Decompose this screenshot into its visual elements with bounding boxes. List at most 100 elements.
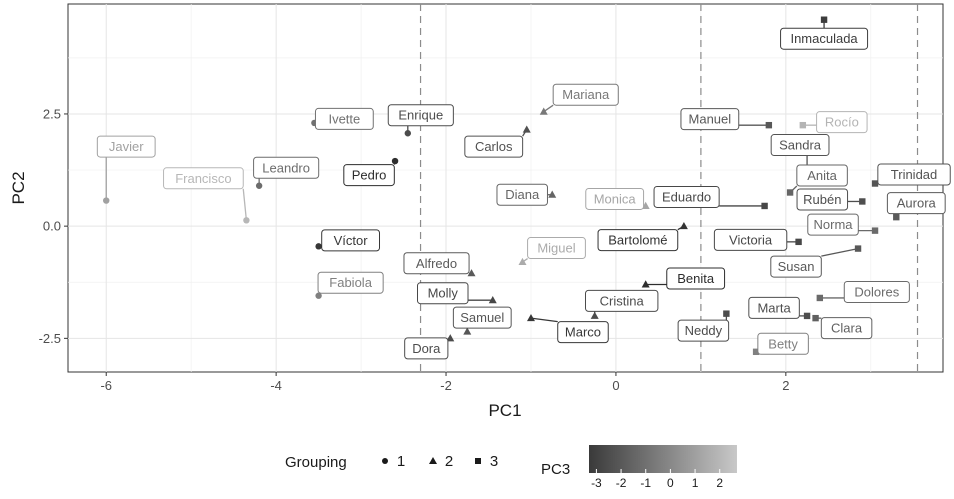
point-label-box xyxy=(417,282,469,305)
x-tick-label: -6 xyxy=(100,378,112,393)
point-label: Alfredo xyxy=(416,256,457,271)
colorbar-tick-label: 0 xyxy=(667,476,674,490)
point-label: Trinidad xyxy=(891,167,937,182)
data-point-trinidad xyxy=(871,180,879,187)
data-point-miguel xyxy=(518,257,527,266)
point-label-box xyxy=(816,111,868,134)
point-label: Mariana xyxy=(562,87,610,102)
data-point-pedro xyxy=(391,157,399,165)
point-label: Molly xyxy=(428,286,459,301)
point-label: Dolores xyxy=(854,284,899,299)
point-label-box xyxy=(314,107,374,130)
data-point-marta xyxy=(803,312,811,320)
data-point-betty xyxy=(752,348,760,356)
data-point-alfredo xyxy=(467,269,476,277)
point-label-box xyxy=(680,108,740,131)
data-point-victoria xyxy=(795,238,802,246)
point-label: Bartolomé xyxy=(608,233,667,248)
data-point-inmaculada xyxy=(820,16,828,23)
legend-group-label: 2 xyxy=(445,453,453,470)
data-point-molly xyxy=(488,295,497,304)
point-label: Betty xyxy=(768,336,798,351)
point-label-box xyxy=(666,267,726,290)
point-label: Enrique xyxy=(398,108,443,123)
data-point-clara xyxy=(812,314,819,322)
point-label: Diana xyxy=(505,187,540,202)
point-label-box xyxy=(677,319,730,342)
x-tick-label: -2 xyxy=(440,378,452,393)
data-points xyxy=(103,16,900,356)
point-label: Francisco xyxy=(175,171,231,186)
point-label-box xyxy=(163,167,244,190)
data-point-diana xyxy=(548,190,557,198)
point-label: Rocío xyxy=(825,115,859,130)
data-point-fabiola xyxy=(315,292,322,299)
point-label-box xyxy=(552,83,619,106)
point-label-box xyxy=(317,271,384,294)
y-tick-label: 2.5 xyxy=(43,106,61,121)
point-label: Rubén xyxy=(803,192,841,207)
x-tick-label: 0 xyxy=(612,378,619,393)
data-point-carlos xyxy=(522,125,531,133)
legend-group-label: 1 xyxy=(397,453,405,470)
point-label-box xyxy=(343,164,395,187)
data-point-javier xyxy=(103,197,110,204)
point-label-box xyxy=(253,156,320,179)
point-label-box xyxy=(585,187,645,210)
data-point-víctor xyxy=(315,243,322,250)
point-label-box xyxy=(527,237,586,260)
point-label: Norma xyxy=(814,217,854,232)
colorbar-tick-label: -3 xyxy=(591,476,602,490)
data-point-aurora xyxy=(893,213,900,221)
colorbar-tick-label: -1 xyxy=(640,476,651,490)
point-label: Eduardo xyxy=(662,189,711,204)
point-label-box xyxy=(770,134,830,157)
colorbar-tick-label: 1 xyxy=(692,476,699,490)
point-label-box xyxy=(597,229,679,252)
point-label-box xyxy=(757,332,809,355)
legend: Grouping PC3 1 2 3 -3 -2 -1 0 1 2 xyxy=(285,445,737,490)
point-label: Susan xyxy=(778,259,815,274)
point-label-box xyxy=(404,337,449,360)
data-point-mariana xyxy=(539,107,548,115)
label-connector xyxy=(242,188,248,221)
data-point-susan xyxy=(854,245,862,252)
point-label: Manuel xyxy=(689,112,732,127)
point-label-box xyxy=(403,252,470,275)
point-label-box xyxy=(464,135,524,158)
point-label: Pedro xyxy=(352,168,387,183)
point-label: Víctor xyxy=(334,233,369,248)
point-label-box xyxy=(877,163,951,186)
point-label-box xyxy=(96,135,156,158)
data-point-samuel xyxy=(463,327,472,335)
point-label: Cristina xyxy=(600,293,645,308)
point-label: Fabiola xyxy=(329,275,372,290)
point-label: Carlos xyxy=(475,139,513,154)
axes: PC1 PC2 -6 -4 -2 0 2 -2.5 0.0 2.5 xyxy=(9,106,789,420)
label-connector xyxy=(530,317,558,323)
data-point-dora xyxy=(446,334,455,342)
point-label: Neddy xyxy=(685,323,723,338)
y-tick-label: 0.0 xyxy=(43,219,61,234)
point-label-box xyxy=(780,27,869,50)
point-label: Samuel xyxy=(460,310,504,325)
point-label: Marta xyxy=(757,300,791,315)
data-point-marco xyxy=(526,313,535,322)
point-label-box xyxy=(886,192,946,215)
point-label-box xyxy=(387,104,454,127)
point-label: Inmaculada xyxy=(790,31,858,46)
legend-circle-icon xyxy=(382,458,388,464)
point-label-box xyxy=(820,317,873,340)
colorbar-tick-label: -2 xyxy=(616,476,627,490)
data-point-eduardo xyxy=(761,202,768,210)
point-label: Leandro xyxy=(262,160,310,175)
y-tick-label: -2.5 xyxy=(39,331,61,346)
point-label-box xyxy=(796,164,848,187)
data-point-anita xyxy=(786,189,794,196)
data-point-cristina xyxy=(590,311,599,319)
point-label: Clara xyxy=(831,321,863,336)
data-point-manuel xyxy=(765,121,773,129)
legend-grouping-title: Grouping xyxy=(285,454,347,471)
x-tick-label: -4 xyxy=(270,378,282,393)
